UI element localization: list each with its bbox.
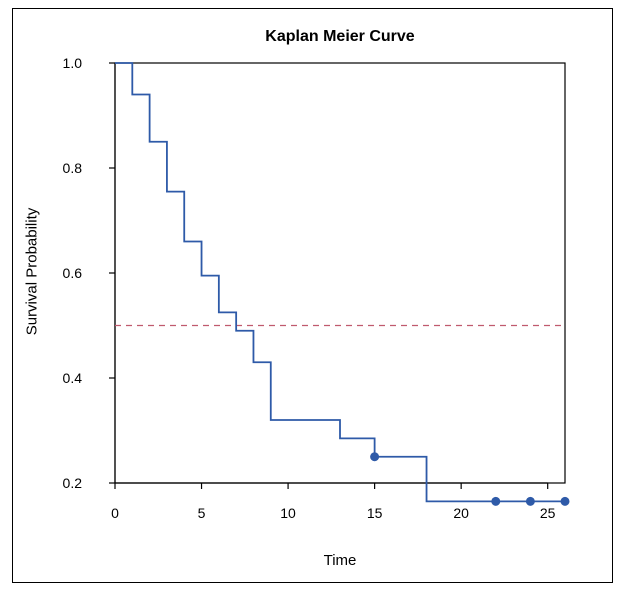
y-tick-label: 1.0 <box>63 55 82 71</box>
x-tick-label: 10 <box>280 505 296 521</box>
y-tick-label: 0.8 <box>63 160 82 176</box>
censor-mark <box>561 497 570 506</box>
x-tick-label: 25 <box>540 505 556 521</box>
y-tick-label: 0.2 <box>63 475 82 491</box>
x-tick-label: 20 <box>453 505 469 521</box>
y-tick-label: 0.4 <box>63 370 82 386</box>
x-tick-label: 0 <box>111 505 119 521</box>
y-tick-label: 0.6 <box>63 265 82 281</box>
censor-mark <box>526 497 535 506</box>
censor-mark <box>491 497 500 506</box>
km-step-line <box>115 63 565 501</box>
censor-mark <box>370 452 379 461</box>
chart-svg <box>0 0 625 591</box>
x-tick-label: 5 <box>198 505 206 521</box>
x-tick-label: 15 <box>367 505 383 521</box>
